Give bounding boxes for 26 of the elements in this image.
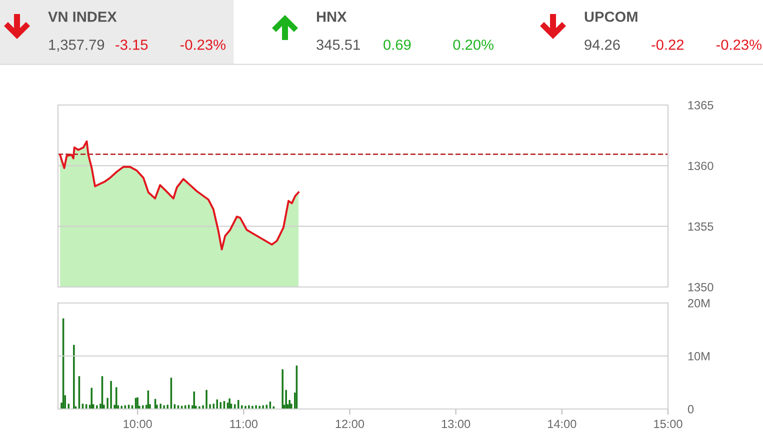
x-tick-label: 12:00 [336, 420, 364, 428]
y-tick-label: 20M [688, 299, 710, 308]
category-label: HNX [316, 12, 347, 22]
x-tick-label: 15:00 [654, 420, 682, 428]
x-tick-label: 10:00 [124, 420, 152, 428]
text: -3.15 [116, 40, 148, 50]
text: 345.51 [316, 40, 360, 50]
x-tick-label: 13:00 [442, 420, 470, 428]
category-label: VN INDEX [48, 12, 117, 22]
text: 0.20% [453, 40, 494, 50]
x-tick-label: 11:00 [230, 420, 258, 428]
text: 94.26 [584, 40, 620, 50]
y-tick-label: 1365 [688, 101, 714, 110]
y-tick-label: 10M [688, 352, 710, 360]
y-tick-label: 1355 [688, 222, 714, 231]
y-tick-label: 1360 [688, 162, 714, 170]
text: 0.69 [384, 40, 411, 50]
x-tick-label: 14:00 [548, 420, 576, 428]
text: -0.22 [652, 40, 684, 50]
text: 1,357.79 [49, 40, 104, 52]
line-series [59, 140, 300, 250]
text: -0.23% [716, 40, 762, 50]
category-label: UPCOM [584, 12, 638, 22]
y-tick-label: 1350 [688, 283, 714, 292]
y-tick-label: 0 [688, 405, 694, 414]
text: -0.23% [180, 40, 226, 50]
